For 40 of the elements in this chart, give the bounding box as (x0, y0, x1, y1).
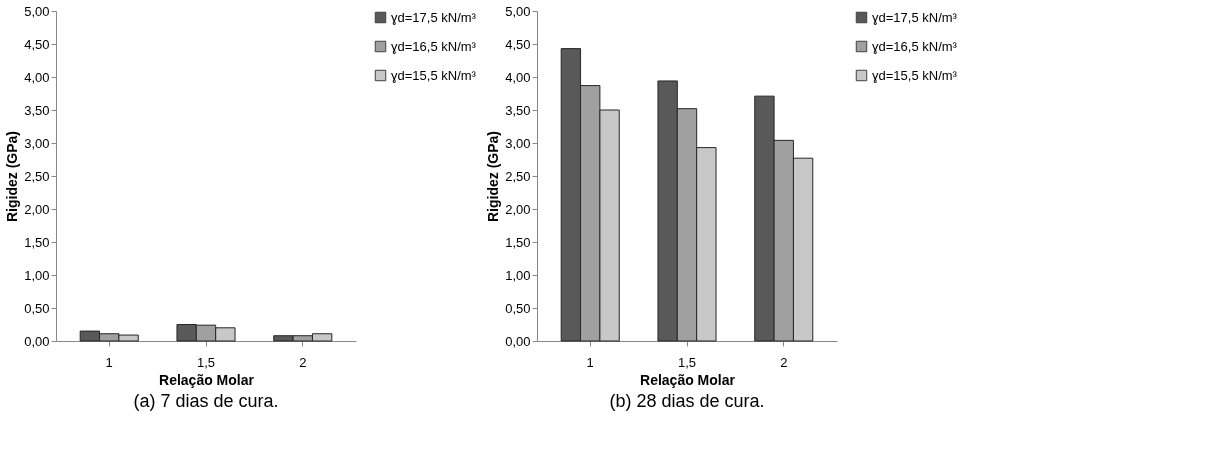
y-tick-label: 3,50 (24, 102, 50, 118)
y-tick-label: 5,00 (24, 3, 50, 19)
x-axis-title: Relação Molar (159, 371, 255, 388)
legend-label: ɣd=15,5 kN/m³ (872, 67, 958, 83)
y-tick-label: 0,00 (24, 333, 50, 349)
y-tick-label: 3,00 (24, 135, 50, 151)
y-tick-label: 2,50 (24, 168, 50, 184)
x-tick-label: 1 (586, 354, 594, 370)
y-axis-title: Rigidez (GPa) (4, 130, 21, 223)
x-tick-label: 2 (299, 354, 307, 370)
y-tick-label: 2,00 (24, 201, 50, 217)
x-tick-label: 2 (780, 354, 788, 370)
y-tick-label: 3,00 (505, 135, 531, 151)
x-tick-label: 1 (105, 354, 113, 370)
legend-label: ɣd=17,5 kN/m³ (872, 9, 958, 25)
y-tick-label: 4,00 (24, 69, 50, 85)
legend-label: ɣd=15,5 kN/m³ (391, 67, 477, 83)
y-tick-label: 3,50 (505, 102, 531, 118)
text: (a) 7 dias de cura. (133, 391, 279, 411)
y-tick-label: 0,00 (505, 333, 531, 349)
y-tick-label: 4,50 (505, 36, 531, 52)
y-tick-label: 1,50 (24, 234, 50, 250)
x-tick-label: 1,5 (677, 354, 697, 370)
y-tick-label: 2,00 (505, 201, 531, 217)
text: (b) 28 dias de cura. (609, 391, 765, 411)
legend-label: ɣd=16,5 kN/m³ (872, 38, 958, 54)
y-tick-label: 2,50 (505, 168, 531, 184)
y-tick-label: 1,00 (505, 267, 531, 283)
x-tick-label: 1,5 (196, 354, 216, 370)
y-tick-label: 0,50 (24, 300, 50, 316)
legend-label: ɣd=16,5 kN/m³ (391, 38, 477, 54)
y-axis-title: Rigidez (GPa) (485, 130, 502, 223)
y-tick-label: 4,00 (505, 69, 531, 85)
y-tick-label: 0,50 (505, 300, 531, 316)
y-tick-label: 4,50 (24, 36, 50, 52)
y-tick-label: 1,50 (505, 234, 531, 250)
y-tick-label: 1,00 (24, 267, 50, 283)
x-axis-title: Relação Molar (640, 371, 736, 388)
y-tick-label: 5,00 (505, 3, 531, 19)
legend-label: ɣd=17,5 kN/m³ (391, 9, 477, 25)
